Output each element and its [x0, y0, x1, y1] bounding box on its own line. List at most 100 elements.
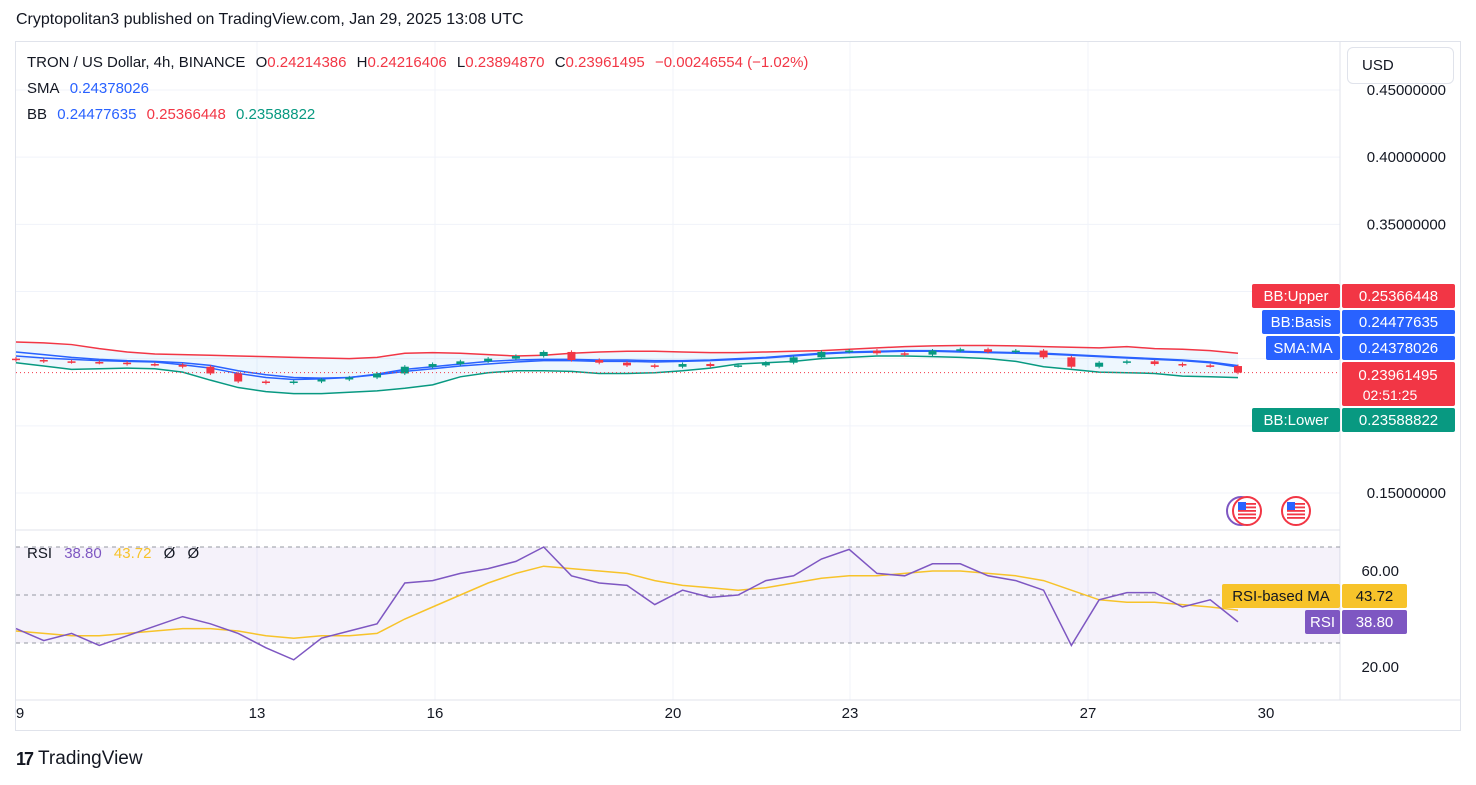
brand-name: TradingView [38, 748, 143, 769]
candle-body [1039, 350, 1048, 358]
rsi-ma-value: 43.72 [113, 545, 152, 562]
publisher-caption: Cryptopolitan3 published on TradingView.… [16, 11, 524, 28]
bb-label[interactable]: BB [27, 106, 48, 123]
time-tick-label: 23 [842, 705, 859, 722]
last-price-bg [1342, 362, 1455, 406]
sma-name-label: SMA:MA [1273, 340, 1332, 357]
candle-body [539, 351, 548, 356]
bb-upper-price-label: 0.25366448 [1359, 288, 1438, 305]
us-flag-event-icon[interactable] [1281, 496, 1311, 526]
bb-upper-line [15, 341, 1239, 360]
rsi-extra-2: Ø [187, 545, 200, 562]
flag-stripe [1238, 517, 1256, 519]
candle-body [289, 381, 298, 384]
candle-body [623, 362, 631, 366]
sma-label[interactable]: SMA [27, 80, 60, 97]
candle-body [595, 360, 604, 363]
time-tick-label: 16 [427, 705, 444, 722]
bb-basis-value: 0.24477635 [57, 106, 137, 123]
flag-stripe [1238, 510, 1256, 512]
candle-body [373, 373, 382, 378]
rsi-ma-line [15, 565, 1239, 639]
candle-body [95, 362, 104, 364]
candle-body [734, 365, 743, 367]
candle-body [650, 365, 659, 367]
flag-stripe [1238, 503, 1256, 505]
time-tick-label: 20 [665, 705, 682, 722]
tradingview-logo-icon: 17 [16, 748, 34, 769]
rsi-name-label-bg [1305, 610, 1340, 634]
candle-body [789, 357, 798, 363]
us-flag-event-icon[interactable] [1232, 496, 1262, 526]
candle-body [817, 351, 826, 358]
sma-name-label-bg [1266, 336, 1340, 360]
bb-upper-name-label: BB:Upper [1263, 288, 1328, 305]
last-price-label: 0.23961495 [1358, 367, 1437, 384]
rsi-ma-name-label: RSI-based MA [1232, 588, 1330, 605]
bb-upper-value: 0.25366448 [146, 106, 226, 123]
flag-stripe [1287, 513, 1305, 516]
candle-body [400, 366, 409, 374]
candle-body [1067, 357, 1076, 367]
rsi-ma-price-label: 43.72 [1356, 588, 1394, 605]
bb-lower-price-label: 0.23588822 [1359, 412, 1438, 429]
candle-body [12, 358, 20, 361]
candle-body [1122, 361, 1131, 363]
rsi-price-label: 38.80 [1356, 614, 1394, 631]
sma-price-label-bg [1342, 336, 1455, 360]
candle-body [123, 362, 132, 365]
rsi-tick-label: 20.00 [1361, 659, 1399, 676]
rsi-tick-label: 60.00 [1361, 563, 1399, 580]
candle-body [178, 364, 187, 367]
flag-stripe [1287, 503, 1305, 505]
rsi-label[interactable]: RSI [27, 545, 53, 562]
rsi-extra-1: Ø [163, 545, 176, 562]
flag-canton [1287, 502, 1295, 510]
currency-button[interactable]: USD [1347, 47, 1454, 84]
candle-body [39, 360, 48, 362]
bb-basis-price-label: 0.24477635 [1359, 314, 1438, 331]
candle-body [1150, 361, 1159, 365]
flag-stripe [1287, 517, 1305, 519]
price-tick-label: 0.40000000 [1367, 149, 1446, 166]
candle-body [67, 361, 76, 363]
bb-basis-price-label-bg [1342, 310, 1455, 334]
sma-legend: SMA 0.24378026 [27, 80, 155, 97]
candle-body [845, 350, 854, 353]
candle-body [1206, 365, 1215, 367]
rsi-line [15, 546, 1239, 661]
rsi-value: 38.80 [64, 545, 102, 562]
candle-body [956, 349, 965, 351]
open-value: O0.24214386 [255, 54, 347, 71]
candle-body [706, 364, 715, 367]
high-value: H0.24216406 [356, 54, 447, 71]
flag-stripe [1238, 506, 1256, 509]
candle-body [900, 353, 909, 355]
candle-body [484, 358, 493, 362]
bb-lower-line [15, 355, 1239, 395]
close-value: C0.23961495 [554, 54, 645, 71]
candle-body [317, 379, 326, 382]
bb-basis-name-label: BB:Basis [1271, 314, 1332, 331]
ohlc-legend: TRON / US Dollar, 4h, BINANCE O0.2421438… [27, 54, 814, 71]
candle-body [345, 377, 354, 380]
candle-body [428, 364, 437, 367]
price-tick-label: 0.15000000 [1367, 485, 1446, 502]
symbol-title[interactable]: TRON / US Dollar, 4h, BINANCE [27, 54, 246, 71]
sma-price-label: 0.24378026 [1359, 340, 1438, 357]
bb-upper-name-label-bg [1252, 284, 1340, 308]
candle-body [1011, 350, 1020, 353]
chart-frame [15, 41, 1461, 731]
bb-legend: BB 0.24477635 0.25366448 0.23588822 [27, 106, 321, 123]
tradingview-brand[interactable]: 17 TradingView [16, 748, 143, 770]
candle-body [1095, 362, 1104, 367]
candle-body [150, 364, 159, 366]
candle-body [984, 349, 993, 352]
candle-body [1178, 364, 1187, 366]
time-tick-label: 9 [16, 705, 24, 722]
candle-body [234, 373, 243, 382]
candle-body [456, 361, 465, 365]
sma-value: 0.24378026 [69, 80, 149, 97]
candle-body [761, 362, 770, 366]
